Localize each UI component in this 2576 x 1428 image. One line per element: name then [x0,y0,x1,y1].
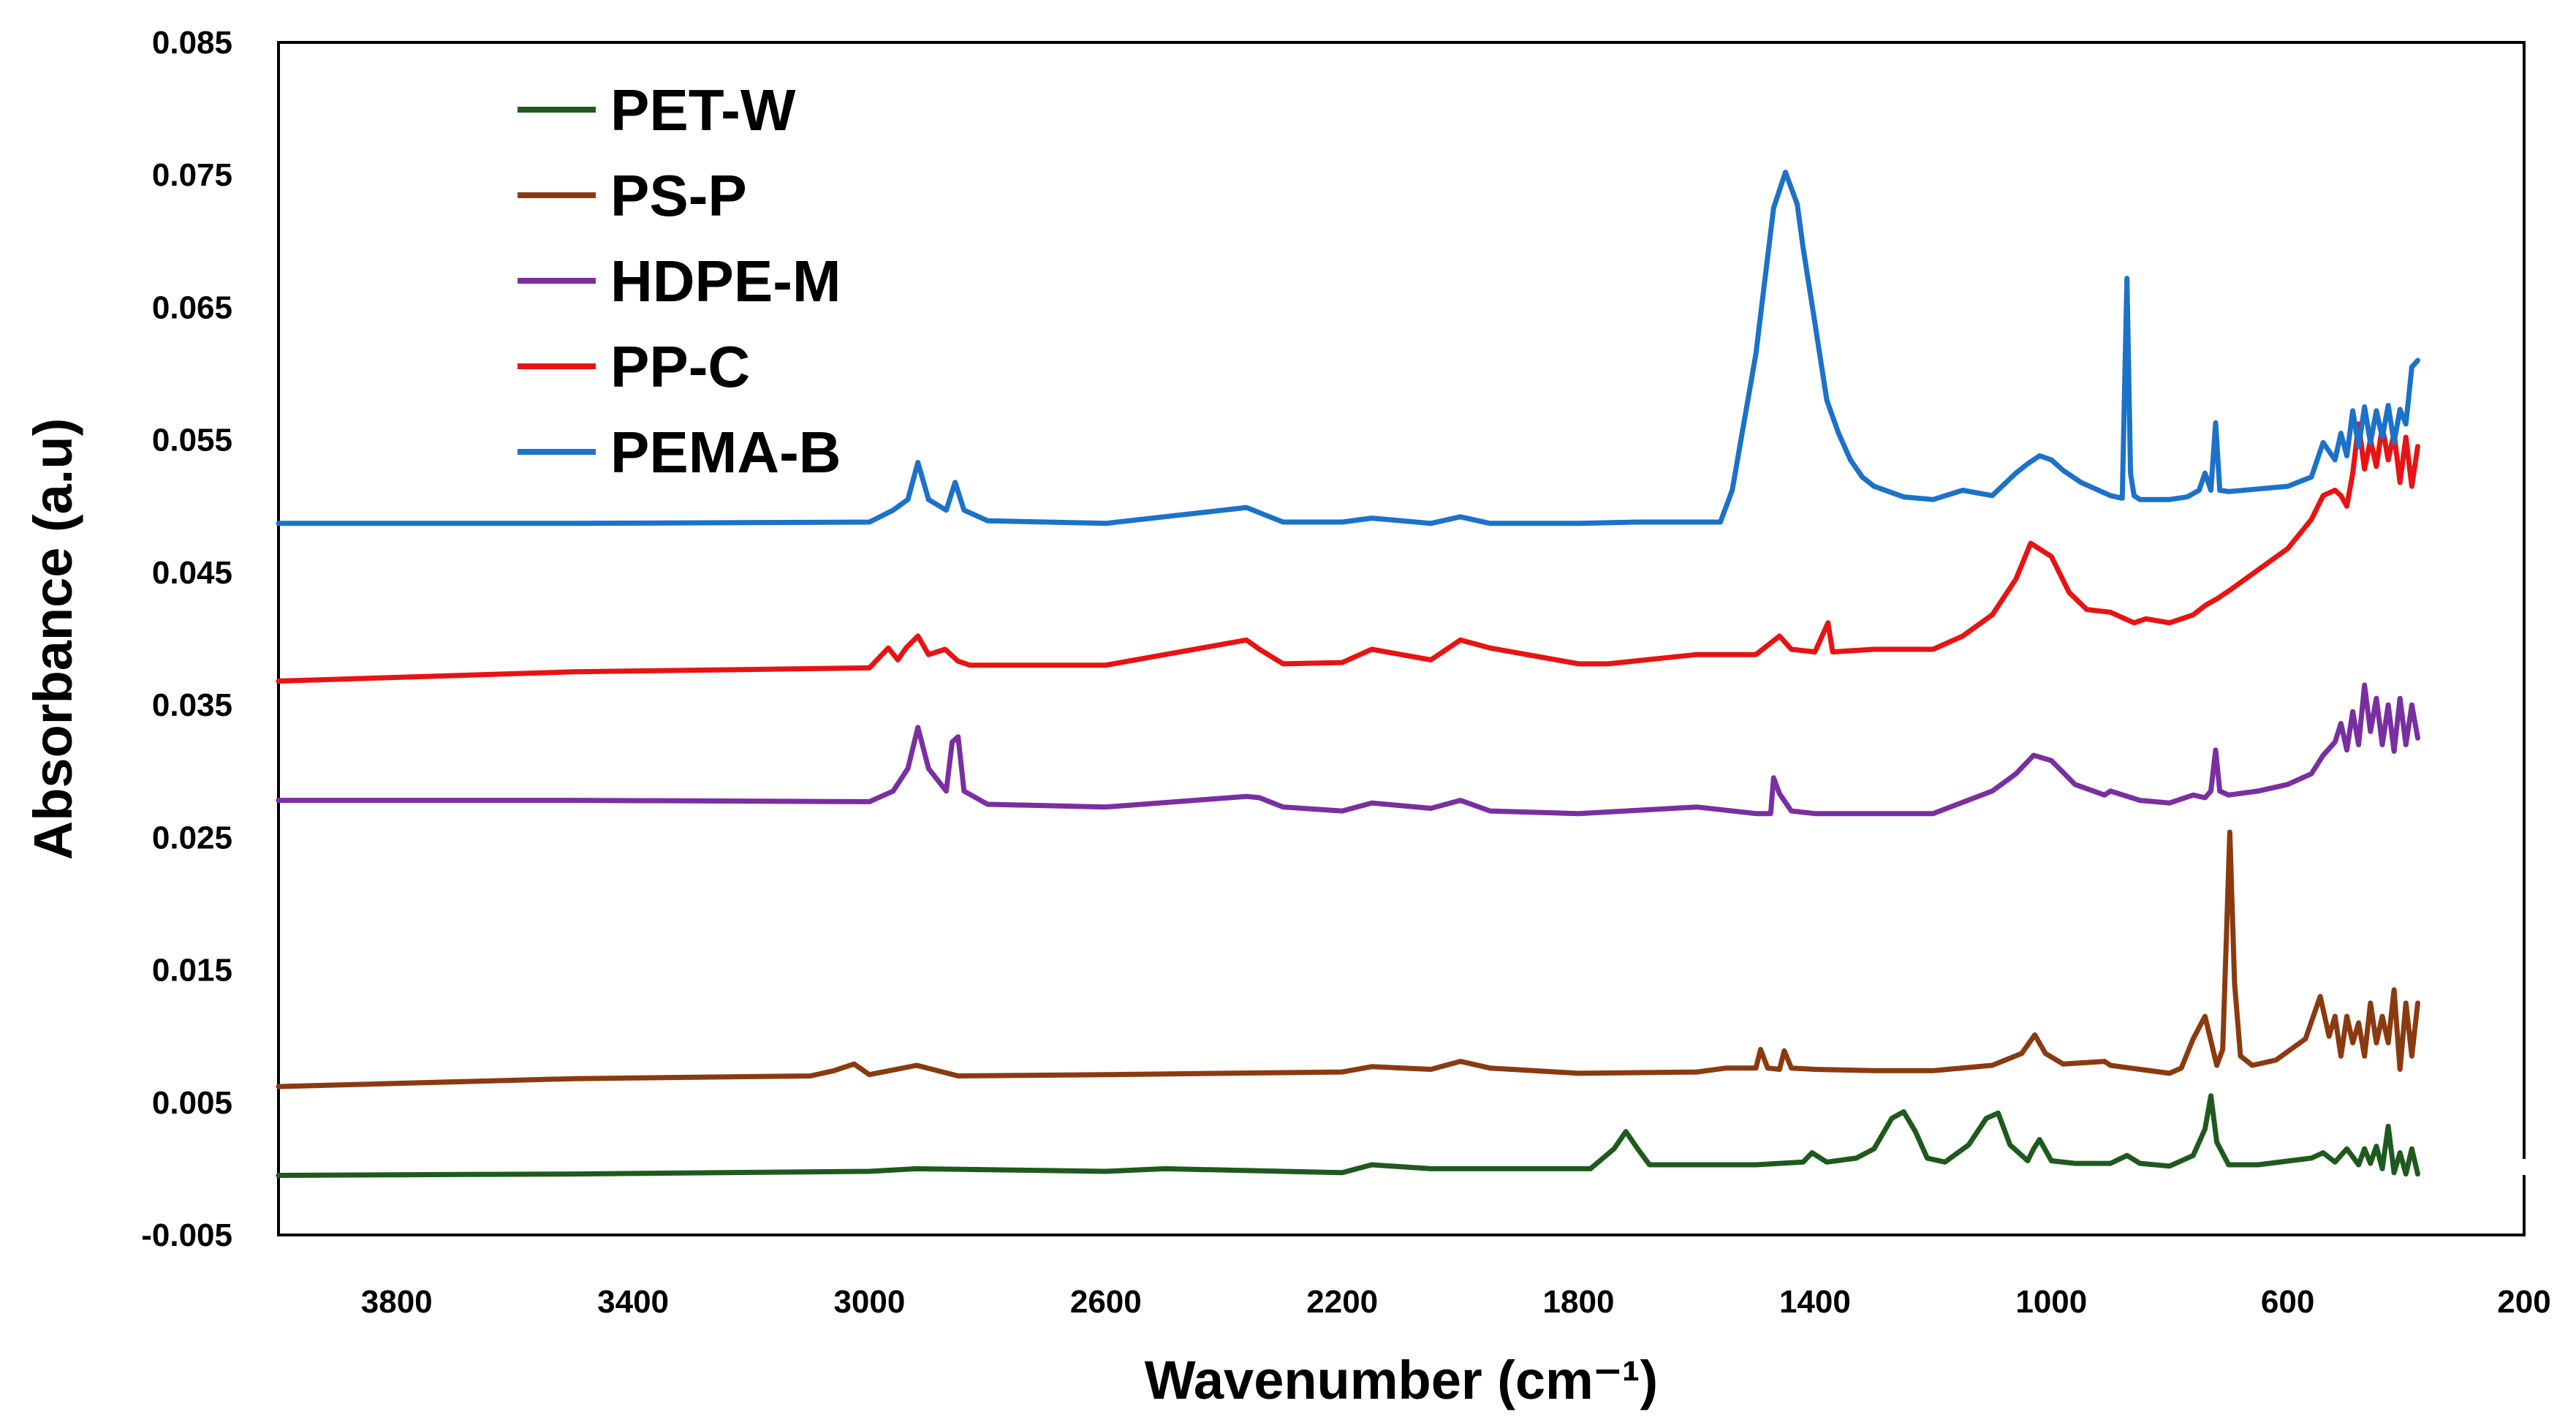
legend-label-hdpe-m: HDPE-M [610,249,841,314]
y-tick-label: 0.055 [152,423,232,458]
series-line-ps-p [276,829,2420,1089]
x-tick-label: 1000 [2015,1284,2087,1320]
y-tick-label: -0.005 [141,1217,232,1253]
y-axis-ticks: -0.005 0.005 0.015 0.025 0.035 0.045 0.055 0.06… [141,25,232,1253]
y-tick-label: 0.035 [152,687,232,723]
y-axis-title: Absorbance (a.u) [23,418,83,860]
x-tick-label: 1400 [1779,1284,1851,1320]
y-tick-label: 0.025 [152,820,232,855]
x-tick-label: 600 [2261,1284,2314,1320]
series-line-hdpe-m [276,682,2420,817]
legend-label-pema-b: PEMA-B [610,420,841,485]
x-axis-ticks: 3800 3400 3000 2600 2200 1800 1400 1000 600 200 [361,1284,2551,1320]
y-tick-label: 0.045 [152,555,232,591]
legend-label-ps-p: PS-P [610,163,747,228]
y-tick-label: 0.015 [152,953,232,989]
plot-area-frame [277,41,2526,1236]
legend: PET-W PS-P HDPE-M PP-C PEMA-B [518,78,841,485]
y-tick-label: 0.075 [152,157,232,193]
x-tick-label: 200 [2497,1284,2550,1320]
series-line-pp-c [276,421,2420,684]
y-tick-label: 0.085 [152,25,232,61]
series-layer [276,170,2420,1178]
series-line-pema-b [276,170,2420,526]
x-tick-label: 2600 [1070,1284,1142,1320]
x-tick-label: 2200 [1306,1284,1378,1320]
x-tick-label: 1800 [1543,1284,1615,1320]
y-tick-label: 0.005 [152,1085,232,1121]
y-tick-label: 0.065 [152,290,232,325]
series-line-pet-w [276,1093,2420,1178]
legend-label-pp-c: PP-C [610,334,750,399]
x-tick-label: 3000 [833,1284,905,1320]
legend-label-pet-w: PET-W [610,78,796,143]
x-axis-title: Wavenumber (cm⁻¹) [1145,1350,1658,1410]
frame-gap [2520,1159,2528,1175]
x-tick-label: 3800 [361,1284,433,1320]
x-tick-label: 3400 [597,1284,669,1320]
